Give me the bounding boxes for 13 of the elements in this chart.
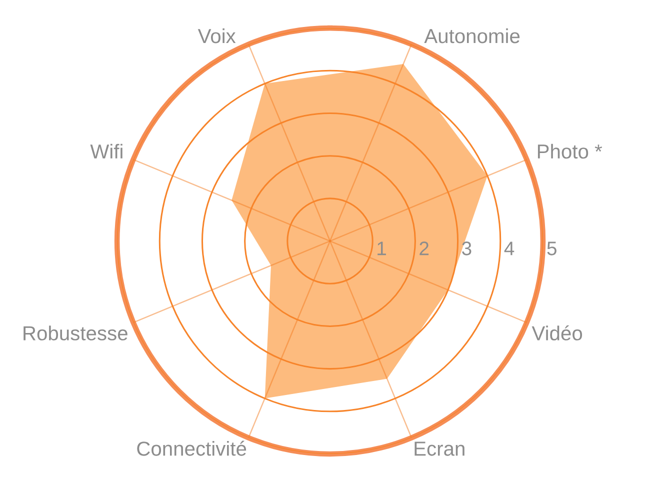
spoke-label: Photo * [538, 144, 602, 159]
spoke-label: Connectivité [137, 440, 246, 456]
spoke-label: Ecran [414, 442, 464, 456]
spoke-label: Wifi [90, 144, 122, 158]
spoke-label: Robustesse [24, 326, 128, 340]
y-tick-label: 4 [504, 242, 514, 256]
spoke-label: Voix [198, 28, 236, 44]
y-tick-label: 1 [378, 242, 386, 256]
y-tick-label: 2 [420, 242, 429, 256]
spoke-label: Vidéo [532, 325, 582, 340]
y-tick-label: 3 [462, 242, 472, 256]
y-tick-label: 5 [547, 242, 556, 256]
spoke-label: Autonomie [424, 28, 520, 44]
